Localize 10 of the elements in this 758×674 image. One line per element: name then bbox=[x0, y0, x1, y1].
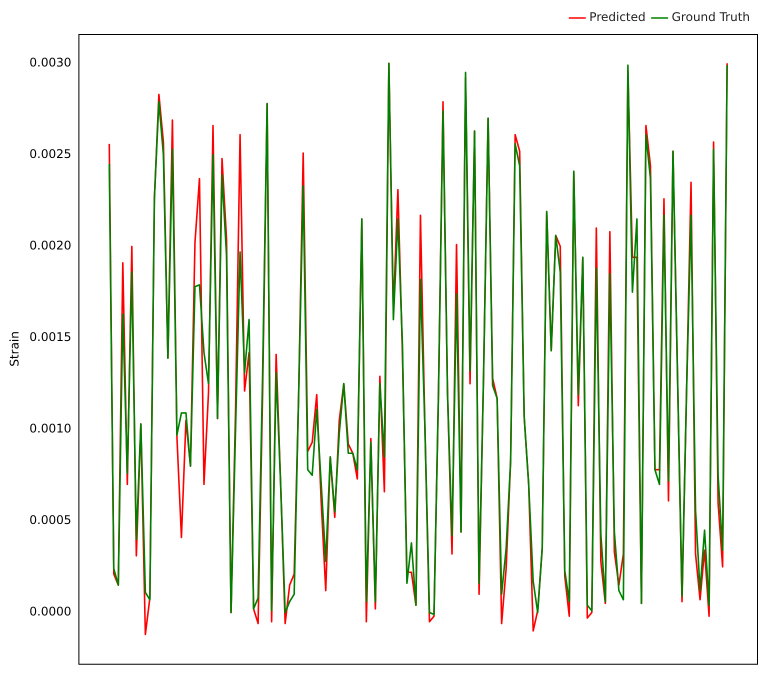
y-tick-label: 0.0015 bbox=[29, 330, 72, 344]
y-tick-label: 0.0005 bbox=[29, 513, 72, 528]
legend-label: Ground Truth bbox=[672, 10, 750, 24]
y-tick-label: 0.0000 bbox=[29, 604, 72, 619]
y-tick-label: 0.0010 bbox=[29, 422, 72, 436]
y-tick-label: 0.0030 bbox=[29, 55, 72, 70]
y-tick-label: 0.0025 bbox=[29, 146, 72, 161]
legend-label: Predicted bbox=[589, 10, 646, 24]
y-tick-label: 0.0020 bbox=[29, 238, 72, 252]
y-axis-title: Strain bbox=[7, 331, 22, 367]
